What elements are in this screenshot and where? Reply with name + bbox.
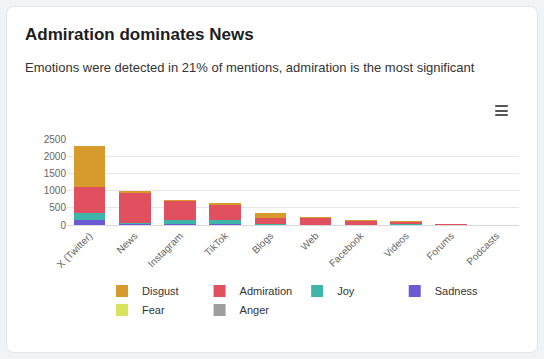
svg-text:Videos: Videos [382, 230, 411, 259]
svg-text:Facebook: Facebook [327, 229, 367, 269]
svg-text:1500: 1500 [44, 168, 67, 179]
svg-text:TikTok: TikTok [202, 229, 231, 258]
svg-text:Fear: Fear [142, 304, 165, 316]
svg-text:X (Twitter): X (Twitter) [55, 230, 95, 270]
svg-text:Anger: Anger [240, 304, 270, 316]
svg-text:Web: Web [298, 230, 320, 252]
html-text:Admiration dominates News: Admiration dominates News [25, 25, 254, 44]
svg-text:Instagram: Instagram [146, 230, 185, 269]
svg-text:500: 500 [49, 202, 66, 213]
svg-text:News: News [114, 230, 139, 255]
svg-text:0: 0 [60, 220, 66, 231]
svg-text:Podcasts: Podcasts [464, 230, 501, 267]
svg-text:2000: 2000 [44, 151, 67, 162]
html-text:Emotions were detected in 21%: Emotions were detected in 21% of mention… [25, 60, 475, 75]
svg-text:Admiration: Admiration [240, 285, 293, 297]
svg-text:2500: 2500 [44, 134, 67, 145]
svg-text:Blogs: Blogs [250, 230, 275, 255]
svg-text:Forums: Forums [424, 230, 456, 262]
svg-text:Sadness: Sadness [435, 285, 478, 297]
svg-text:Joy: Joy [337, 285, 355, 297]
svg-text:Disgust: Disgust [142, 285, 179, 297]
svg-text:1000: 1000 [44, 185, 67, 196]
